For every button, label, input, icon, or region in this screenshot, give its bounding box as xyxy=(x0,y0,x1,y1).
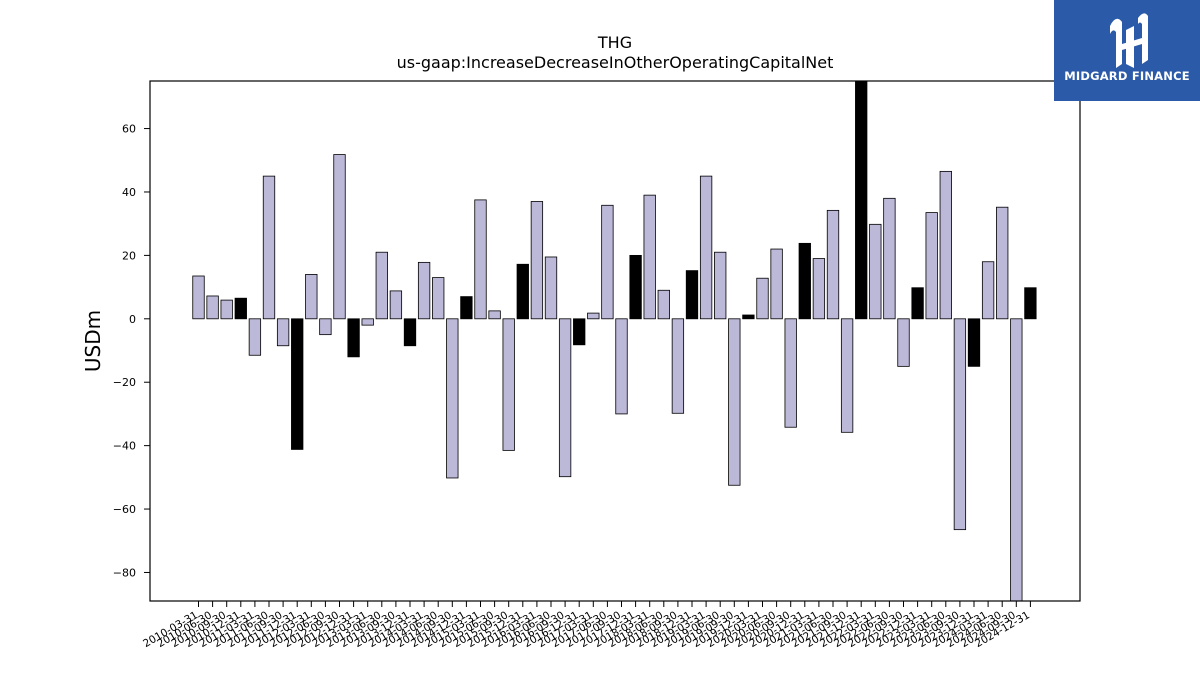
bar-2012-03-31 xyxy=(305,274,318,320)
plot-frame xyxy=(149,80,1081,602)
bar-2017-09-30 xyxy=(615,318,628,415)
y-axis-label: USDm xyxy=(81,310,105,372)
y-tick-label: −80 xyxy=(113,566,136,579)
bar-2019-09-30 xyxy=(728,318,741,486)
bar-2012-12-31 xyxy=(347,318,360,358)
chart-subtitle: us-gaap:IncreaseDecreaseInOtherOperating… xyxy=(397,53,834,72)
bar-2014-03-31 xyxy=(417,261,431,320)
bar-2014-06-30 xyxy=(432,277,445,320)
bar-2015-12-31 xyxy=(516,263,529,320)
bar-2021-12-31 xyxy=(855,80,868,320)
bars-group xyxy=(192,80,1037,602)
bar-2012-06-30 xyxy=(319,318,332,336)
bar-2010-03-31 xyxy=(192,275,205,320)
bar-2022-06-30 xyxy=(883,197,896,320)
bar-2015-06-30 xyxy=(488,310,501,320)
y-axis: −80 −60 −40 −20 0 20 40 60 xyxy=(113,123,150,579)
y-tick-label: −40 xyxy=(113,440,136,453)
bar-2019-06-30 xyxy=(714,251,727,320)
bar-2019-12-31 xyxy=(742,314,755,320)
brand-logo: MIDGARD FINANCE xyxy=(1054,0,1200,101)
bar-2011-09-30 xyxy=(276,318,290,347)
bar-2023-09-30 xyxy=(953,318,967,531)
bar-2018-03-31 xyxy=(643,194,656,320)
y-tick-label: 40 xyxy=(122,186,136,199)
chart-title: THG xyxy=(597,33,632,52)
bar-2010-12-31 xyxy=(234,297,247,320)
bar-2016-06-30 xyxy=(544,256,558,320)
y-tick-label: 20 xyxy=(122,249,136,262)
bar-2013-09-30 xyxy=(389,290,403,320)
bar-2024-06-30 xyxy=(996,206,1009,320)
bar-2024-12-31 xyxy=(1024,287,1037,320)
bar-2016-09-30 xyxy=(558,318,572,478)
bar-2023-12-31 xyxy=(967,318,981,367)
bar-2015-03-31 xyxy=(474,199,487,320)
y-tick-label: −60 xyxy=(113,503,136,516)
bar-2023-03-31 xyxy=(925,212,938,320)
bar-2013-03-31 xyxy=(361,318,374,326)
bar-2021-03-31 xyxy=(812,258,826,320)
bar-2016-03-31 xyxy=(530,201,544,320)
bar-2020-03-31 xyxy=(756,277,769,320)
bar-2011-03-31 xyxy=(248,318,262,356)
bar-2024-09-30 xyxy=(1010,318,1023,602)
bar-2021-06-30 xyxy=(826,209,840,320)
bar-2018-12-31 xyxy=(685,270,699,320)
midgard-logo-icon xyxy=(1110,13,1148,68)
bar-2012-09-30 xyxy=(333,154,346,320)
bar-2010-06-30 xyxy=(206,295,219,320)
bar-2011-12-31 xyxy=(291,318,304,450)
bar-2020-06-30 xyxy=(770,248,783,320)
bar-2020-12-31 xyxy=(798,242,811,320)
bar-2021-09-30 xyxy=(840,318,854,433)
bar-2018-06-30 xyxy=(657,289,670,320)
x-axis: 2010-03-312010-06-302010-09-302010-12-31… xyxy=(141,601,1032,650)
y-tick-label: −20 xyxy=(113,376,136,389)
bar-2017-12-31 xyxy=(629,254,642,320)
bar-2010-09-30 xyxy=(220,299,233,320)
bar-2014-12-31 xyxy=(460,296,473,320)
bar-2022-03-31 xyxy=(869,223,882,320)
bar-2018-09-30 xyxy=(671,318,685,414)
bar-2013-12-31 xyxy=(403,318,417,347)
y-tick-label: 0 xyxy=(129,313,136,326)
bar-2014-09-30 xyxy=(446,318,459,479)
bar-2011-06-30 xyxy=(262,175,276,320)
bar-2017-06-30 xyxy=(601,204,614,320)
bar-2015-09-30 xyxy=(502,318,515,451)
brand-logo-text: MIDGARD FINANCE xyxy=(1064,69,1190,83)
bar-2020-09-30 xyxy=(784,318,797,428)
bar-2019-03-31 xyxy=(699,175,713,320)
bar-2017-03-31 xyxy=(587,312,600,320)
bar-2016-12-31 xyxy=(573,318,586,346)
bar-2013-06-30 xyxy=(375,251,388,320)
bar-2022-09-30 xyxy=(897,318,910,367)
bar-2022-12-31 xyxy=(911,287,924,320)
bar-2024-03-31 xyxy=(981,261,995,320)
bar-2023-06-30 xyxy=(939,170,952,320)
y-tick-label: 60 xyxy=(122,123,136,136)
